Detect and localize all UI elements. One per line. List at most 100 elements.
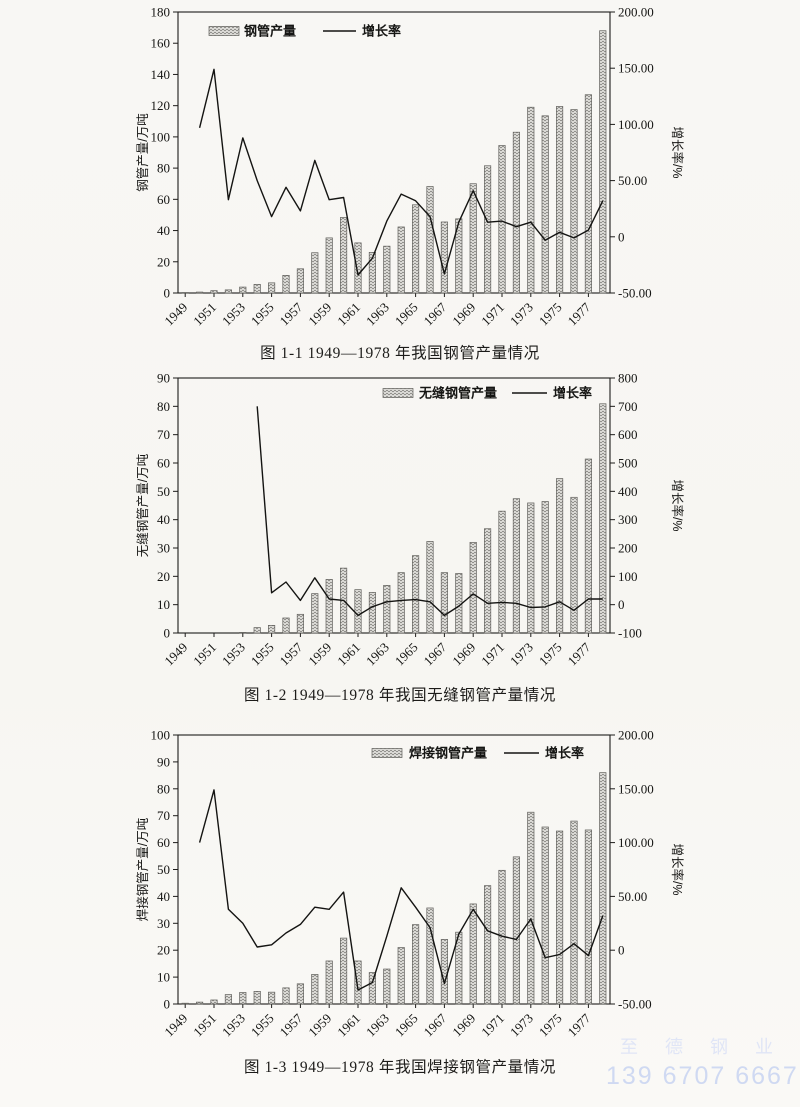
bar-1970 — [484, 885, 492, 1005]
x-axis-year-label: 1961 — [334, 300, 363, 329]
bar-1953 — [239, 632, 247, 634]
bar-1976 — [570, 109, 578, 294]
bar-1969 — [469, 903, 477, 1005]
bar-1952 — [224, 994, 232, 1005]
bar-1956 — [282, 987, 290, 1005]
bar-1973 — [527, 106, 535, 294]
x-axis-year-label: 1965 — [392, 640, 421, 669]
right-axis-tick-label: 0 — [618, 597, 625, 612]
bar-1972 — [512, 856, 520, 1005]
bar-1958 — [311, 593, 319, 634]
bar-1974 — [541, 115, 549, 294]
x-axis-year-label: 1965 — [392, 300, 421, 329]
legend-bar-swatch — [371, 748, 403, 758]
bar-1960 — [340, 217, 348, 294]
bar-1960 — [340, 937, 348, 1005]
left-axis-tick-label: 160 — [151, 36, 171, 51]
bar-1963 — [383, 245, 391, 294]
x-axis-year-label: 1949 — [161, 640, 190, 669]
bar-1964 — [397, 572, 405, 634]
x-axis-year-label: 1957 — [277, 299, 306, 328]
right-axis-title: 增长率/% — [670, 843, 685, 895]
bar-1957 — [296, 983, 304, 1005]
x-axis-year-label: 1965 — [392, 1011, 421, 1040]
left-axis-tick-label: 60 — [157, 835, 170, 850]
legend-line-label: 增长率 — [545, 746, 584, 761]
right-axis-tick-label: 400 — [618, 484, 638, 499]
left-axis-tick-label: 90 — [157, 371, 170, 386]
bar-1965 — [412, 555, 420, 634]
bar-1962 — [368, 972, 376, 1005]
left-axis-tick-label: 50 — [157, 862, 170, 877]
bar-1964 — [397, 947, 405, 1005]
x-axis-year-label: 1973 — [507, 1011, 536, 1040]
bar-1954 — [253, 284, 261, 294]
bar-1951 — [210, 290, 218, 294]
seamless-pipe-chart-canvas: 0 10 20 30 40 50 60 70 80 90 -100 0 100 200 300 400 500 6… — [135, 371, 685, 669]
x-axis-year-label: 1957 — [277, 1010, 306, 1039]
growth-rate-line — [198, 68, 604, 276]
left-axis-tick-label: 180 — [151, 5, 171, 20]
bar-1953 — [239, 992, 247, 1005]
x-axis-year-label: 1959 — [305, 640, 334, 669]
bar-1972 — [512, 131, 520, 294]
legend-bar-swatch — [208, 26, 240, 36]
left-axis-tick-label: 40 — [157, 512, 170, 527]
left-axis-tick-label: 100 — [151, 129, 171, 144]
right-axis-tick-label: -100 — [618, 626, 642, 641]
caption-seamless-pipe: 图 1-2 1949—1978 年我国无缝钢管产量情况 — [244, 687, 556, 704]
bar-1962 — [368, 252, 376, 294]
left-axis-tick-label: 60 — [157, 456, 170, 471]
right-axis-tick-label: 200.00 — [618, 728, 654, 743]
bar-1970 — [484, 165, 492, 294]
x-axis-year-label: 1953 — [219, 640, 248, 669]
x-axis-year-label: 1977 — [565, 639, 594, 668]
x-axis-year-label: 1967 — [421, 1010, 450, 1039]
bar-1976 — [570, 820, 578, 1005]
plot-border — [177, 377, 611, 634]
bar-1971 — [498, 510, 506, 634]
bar-1966 — [426, 541, 434, 634]
x-axis-year-label: 1953 — [219, 1011, 248, 1040]
bar-1967 — [440, 221, 448, 294]
x-axis-year-label: 1973 — [507, 300, 536, 329]
bar-1967 — [440, 572, 448, 634]
chart-figure-seamless-pipe: 0 10 20 30 40 50 60 70 80 90 -100 0 100 200 300 400 500 6… — [0, 370, 800, 705]
bar-1975 — [556, 830, 564, 1005]
bar-1976 — [570, 496, 578, 634]
right-axis-tick-label: 200 — [618, 541, 638, 556]
bar-1961 — [354, 242, 362, 294]
left-axis-title: 无缝钢管产量/万吨 — [135, 453, 150, 557]
right-axis-tick-label: 100.00 — [618, 117, 654, 132]
bar-1970 — [484, 528, 492, 634]
left-axis-tick-label: 140 — [151, 67, 171, 82]
bar-1968 — [455, 218, 463, 294]
right-axis-tick-label: 50.00 — [618, 173, 647, 188]
caption-steel-pipe: 图 1-1 1949—1978 年我国钢管产量情况 — [260, 345, 540, 362]
x-axis-year-label: 1969 — [449, 1011, 478, 1040]
bar-1953 — [239, 286, 247, 294]
bar-1949 — [181, 1002, 189, 1005]
left-axis-tick-label: 30 — [157, 541, 170, 556]
bar-1954 — [253, 627, 261, 634]
right-axis-tick-label: 50.00 — [618, 889, 647, 904]
bar-1977 — [584, 829, 592, 1005]
bar-1967 — [440, 939, 448, 1005]
left-axis-tick-label: 10 — [157, 970, 170, 985]
growth-rate-line — [256, 406, 603, 617]
left-axis-tick-label: 100 — [151, 728, 171, 743]
left-axis-tick-label: 70 — [157, 808, 170, 823]
bar-1956 — [282, 617, 290, 634]
right-axis-title: 增长率/% — [670, 479, 685, 531]
x-axis-year-label: 1963 — [363, 1011, 392, 1040]
bar-1974 — [541, 826, 549, 1005]
bar-1959 — [325, 579, 333, 634]
bar-1969 — [469, 541, 477, 634]
right-axis-tick-label: 100 — [618, 569, 638, 584]
left-axis-tick-label: 20 — [157, 569, 170, 584]
right-axis-tick-label: -50.00 — [618, 286, 652, 301]
bar-1978 — [599, 403, 607, 634]
left-axis-tick-label: 40 — [157, 223, 170, 238]
bar-1973 — [527, 811, 535, 1005]
bar-1977 — [584, 458, 592, 634]
